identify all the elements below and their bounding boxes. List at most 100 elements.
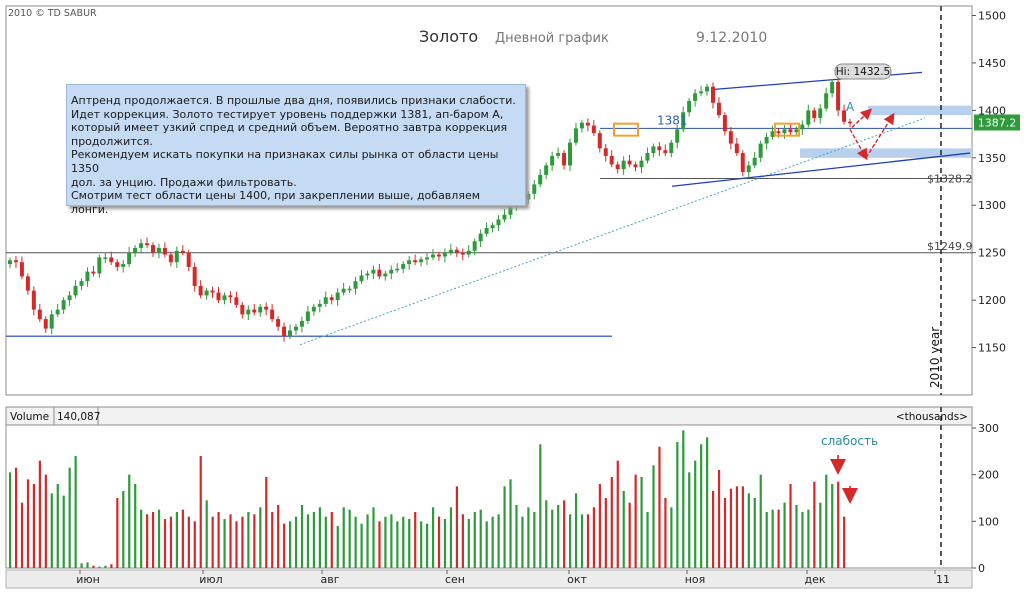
candle-body [168, 254, 173, 263]
volume-bar [580, 514, 584, 568]
volume-bar [318, 507, 321, 568]
candle-body [222, 295, 227, 301]
volume-bar [151, 512, 155, 568]
candle-body [538, 174, 543, 185]
candle-body [579, 122, 584, 129]
last-price-label: 1387.2 [978, 117, 1017, 130]
chart-date: 9.12.2010 [696, 30, 767, 46]
volume-bar [443, 519, 447, 568]
candle-body [430, 254, 435, 258]
candle-body [13, 260, 18, 263]
volume-bar [80, 563, 83, 568]
candle-body [466, 250, 471, 255]
candle-body [848, 121, 852, 124]
candle-body [746, 165, 751, 173]
volume-bar [533, 512, 536, 568]
candle-body [401, 264, 406, 269]
volume-bar [122, 491, 125, 568]
candle-body [496, 219, 501, 226]
chart-subtitle: Дневной график [495, 31, 609, 46]
candle-body [240, 304, 245, 315]
volume-bar [9, 472, 12, 568]
candle-body [419, 259, 424, 263]
candle-body [532, 184, 537, 194]
volume-bar [783, 502, 786, 568]
volume-bar [694, 460, 697, 568]
volume-bar [837, 481, 840, 568]
volume-bar [259, 507, 262, 568]
volume-bar [205, 500, 208, 568]
candle-body [657, 146, 662, 151]
candle-body [478, 233, 483, 242]
candle-body [145, 243, 150, 246]
test-box [774, 122, 800, 137]
volume-bar [408, 519, 411, 568]
candle-body [359, 275, 364, 282]
volume-bar [771, 509, 774, 568]
candle-body [335, 292, 340, 301]
volume-bar [467, 519, 470, 568]
commentary-note: Аптренд продолжается. В прошлые два дня,… [66, 84, 526, 216]
volume-bar [831, 484, 834, 568]
volume-bar [157, 509, 161, 568]
candle-body [794, 129, 799, 133]
test-box [613, 122, 639, 137]
candle-body [460, 252, 465, 255]
candle-body [758, 143, 763, 158]
volume-bar [729, 488, 733, 568]
volume-bar [717, 470, 721, 568]
volume-bar [658, 446, 661, 568]
candle-body [788, 129, 793, 133]
volume-bar [414, 512, 417, 568]
forecast-arrow [851, 108, 873, 128]
volume-bar [551, 509, 554, 568]
candle-body [204, 290, 209, 296]
volume-bar [360, 523, 363, 568]
volume-bar [455, 486, 459, 568]
candle-body [377, 269, 382, 277]
price-tick-label: 1450 [978, 57, 1006, 70]
volume-bar [235, 521, 238, 568]
candle-body [19, 262, 24, 277]
volume-bar [640, 477, 643, 568]
volume-bar [116, 498, 119, 568]
candle-body [341, 288, 346, 293]
candle-body [43, 319, 48, 329]
volume-value: 140,087 [57, 411, 100, 423]
volume-bar [140, 509, 143, 568]
volume-bar [193, 521, 196, 568]
candle-body [383, 273, 388, 277]
volume-bar [86, 562, 89, 568]
volume-bar [265, 477, 268, 568]
volume-bar [688, 472, 691, 568]
volume-bar [128, 474, 131, 568]
candle-body [73, 285, 78, 296]
candle-body [687, 100, 692, 113]
channel-bottom-line [671, 152, 971, 187]
candle-body [216, 292, 221, 301]
candle-body [645, 153, 650, 161]
candle-body [299, 320, 304, 327]
volume-bar [354, 516, 357, 568]
candle-body [454, 249, 459, 253]
volume-bar [479, 509, 482, 568]
volume-bar [283, 523, 286, 568]
candle-body [139, 243, 144, 248]
candle-body [67, 295, 72, 301]
volume-bar [378, 521, 381, 568]
candle-body [97, 257, 102, 274]
candle-body [663, 150, 668, 154]
candle-body [675, 129, 680, 143]
candle-body [252, 309, 257, 313]
volume-bar [664, 498, 667, 568]
volume-label: Volume [10, 411, 49, 423]
volume-bar [825, 474, 828, 568]
volume-bar [473, 512, 476, 568]
candle-body [490, 225, 495, 229]
date-tick-label: дек [804, 573, 825, 586]
volume-bar [497, 514, 500, 568]
volume-bar [163, 519, 167, 568]
volume-bar [169, 516, 173, 568]
volume-bar [56, 484, 59, 568]
